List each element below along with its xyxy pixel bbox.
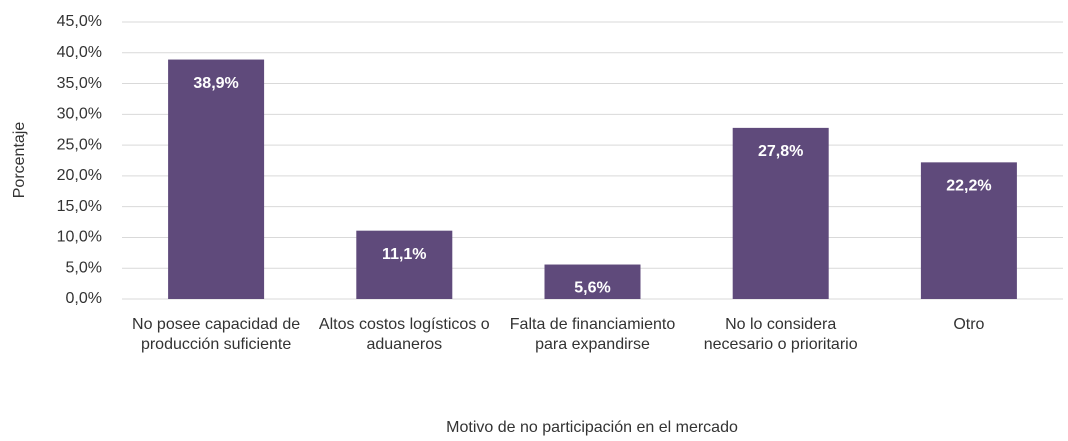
data-label: 5,6% <box>574 280 610 297</box>
data-label: 22,2% <box>946 178 991 195</box>
data-label: 27,8% <box>758 143 803 160</box>
y-tick-label: 45,0% <box>57 13 102 30</box>
bar <box>920 162 1017 299</box>
y-tick-label: 30,0% <box>57 106 102 123</box>
y-axis-label: Porcentaje <box>11 122 28 199</box>
bar <box>168 59 265 299</box>
y-tick-label: 5,0% <box>66 259 102 276</box>
x-axis-label: Motivo de no participación en el mercado <box>446 419 738 436</box>
bar <box>732 127 829 300</box>
x-tick-label: Otro <box>953 316 985 333</box>
data-label: 38,9% <box>193 75 238 92</box>
y-tick-label: 20,0% <box>57 167 102 184</box>
y-tick-label: 35,0% <box>57 75 102 92</box>
x-tick-label: Altos costos logísticos o aduaneros <box>318 316 490 353</box>
y-tick-label: 15,0% <box>57 198 102 215</box>
y-tick-label: 40,0% <box>57 44 102 61</box>
y-tick-label: 0,0% <box>66 290 102 307</box>
x-tick-label: No posee capacidad de producción suficie… <box>132 316 301 353</box>
x-tick-label: No lo considera necesario o prioritario <box>703 316 858 353</box>
bar <box>544 264 641 299</box>
x-tick-label: Falta de financiamiento para expandirse <box>509 316 676 353</box>
bar <box>356 230 453 299</box>
y-tick-label: 25,0% <box>57 136 102 153</box>
data-label: 11,1% <box>382 246 426 263</box>
y-tick-label: 10,0% <box>57 229 102 246</box>
